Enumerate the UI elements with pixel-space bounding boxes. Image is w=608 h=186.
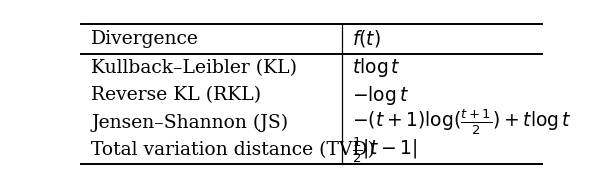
Text: $-\log t$: $-\log t$ [352, 84, 409, 107]
Text: $-(t+1)\log(\frac{t+1}{2})+t\log t$: $-(t+1)\log(\frac{t+1}{2})+t\log t$ [352, 108, 572, 137]
Text: $t\log t$: $t\log t$ [352, 56, 401, 79]
Text: Divergence: Divergence [91, 30, 199, 48]
Text: $\frac{1}{2}|t-1|$: $\frac{1}{2}|t-1|$ [352, 136, 417, 165]
Text: Kullback–Leibler (KL): Kullback–Leibler (KL) [91, 59, 297, 77]
Text: $f(t)$: $f(t)$ [352, 28, 381, 49]
Text: Reverse KL (RKL): Reverse KL (RKL) [91, 86, 261, 104]
Text: Jensen–Shannon (JS): Jensen–Shannon (JS) [91, 114, 288, 132]
Text: Total variation distance (TVD): Total variation distance (TVD) [91, 141, 375, 159]
